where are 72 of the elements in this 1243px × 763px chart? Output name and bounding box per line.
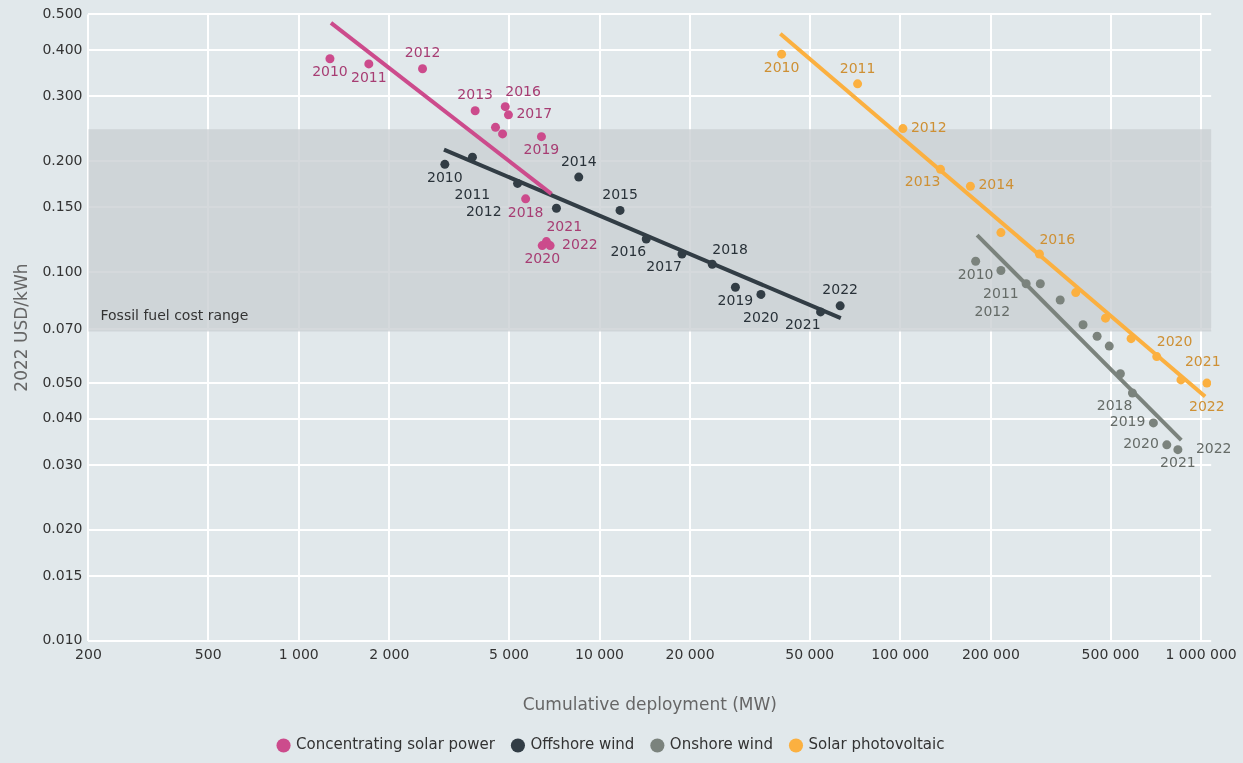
- annotation: 2016: [1039, 230, 1076, 247]
- annotation: 2020: [743, 309, 779, 326]
- annotation: 2012: [404, 44, 441, 61]
- y-tick-label: 0.040: [42, 409, 83, 426]
- x-tick-label: 500: [194, 645, 222, 662]
- annotation: 2012: [910, 118, 947, 135]
- y-tick-label: 0.020: [42, 520, 83, 537]
- annotation: 2019: [1109, 413, 1146, 430]
- annotation: 2022: [822, 281, 858, 298]
- annotation: 2021: [1160, 454, 1196, 471]
- annotation: 2017: [516, 104, 553, 121]
- annotation: 2022: [1195, 439, 1232, 456]
- annotation: 2011: [839, 59, 876, 76]
- y-tick-label: 0.030: [42, 455, 83, 472]
- x-tick-label: 200: [75, 645, 102, 662]
- annotation: 2012: [974, 303, 1011, 320]
- annotation: 2011: [351, 68, 387, 85]
- annotation: 2016: [610, 242, 647, 259]
- legend-label: Concentrating solar power: [296, 735, 496, 754]
- band-label: Fossil fuel cost range: [100, 307, 249, 324]
- legend-label: Offshore wind: [530, 735, 635, 754]
- x-axis-title: Cumulative deployment (MW): [522, 694, 777, 715]
- y-tick-label: 0.010: [42, 631, 83, 648]
- annotation: 2019: [717, 291, 754, 308]
- annotation: 2014: [560, 152, 597, 169]
- annotation: 2021: [1184, 352, 1221, 369]
- annotation: 2010: [427, 168, 463, 185]
- annotation: 2015: [602, 186, 638, 203]
- y-tick-label: 0.070: [42, 319, 83, 336]
- annotation: 2016: [505, 83, 541, 100]
- annotation: 2020: [1123, 434, 1159, 451]
- annotation: 2021: [784, 315, 821, 332]
- x-tick-label: 10 000: [575, 645, 625, 662]
- annotation: 2020: [1156, 333, 1193, 350]
- annotation: 2010: [312, 63, 348, 80]
- y-tick-label: 0.015: [42, 566, 83, 583]
- annotation: 2010: [763, 58, 800, 75]
- annotation: 2017: [646, 257, 682, 274]
- y-tick-label: 0.300: [42, 86, 83, 103]
- x-tick-label: 1 000 000: [1165, 645, 1237, 662]
- annotation: 2018: [1096, 396, 1133, 413]
- annotation: 2013: [457, 86, 493, 103]
- y-tick-label: 0.050: [42, 373, 83, 390]
- annotation: 2014: [978, 176, 1015, 193]
- annotation: 2013: [904, 172, 941, 189]
- y-tick-label: 0.100: [42, 262, 83, 279]
- x-tick-label: 50 000: [785, 645, 835, 662]
- y-tick-label: 0.400: [42, 40, 83, 57]
- x-tick-label: 200 000: [961, 645, 1020, 662]
- annotation: 2020: [524, 250, 561, 267]
- x-tick-label: 1 000: [278, 645, 319, 662]
- annotation: 2011: [983, 285, 1019, 302]
- annotation: 2022: [562, 235, 598, 252]
- x-tick-label: 500 000: [1081, 645, 1140, 662]
- annotation: 2010: [957, 265, 994, 282]
- annotation: 2011: [454, 185, 491, 202]
- y-tick-label: 0.200: [42, 151, 83, 168]
- annotation: 2021: [546, 218, 583, 235]
- y-axis-title: 2022 USD/kWh: [10, 263, 31, 392]
- y-tick-label: 0.500: [42, 5, 83, 22]
- x-tick-label: 5 000: [488, 645, 530, 662]
- annotation: 2018: [712, 240, 748, 257]
- legend-label: Onshore wind: [669, 735, 773, 754]
- y-tick-label: 0.150: [42, 197, 83, 214]
- annotation: 2019: [523, 141, 560, 158]
- legend-label: Solar photovoltaic: [808, 735, 945, 754]
- annotation: 2012: [465, 203, 502, 220]
- x-tick-label: 2 000: [369, 645, 410, 662]
- x-tick-label: 20 000: [665, 645, 715, 662]
- annotation: 2018: [507, 203, 544, 220]
- annotation: 2022: [1189, 397, 1225, 414]
- x-tick-label: 100 000: [871, 645, 930, 662]
